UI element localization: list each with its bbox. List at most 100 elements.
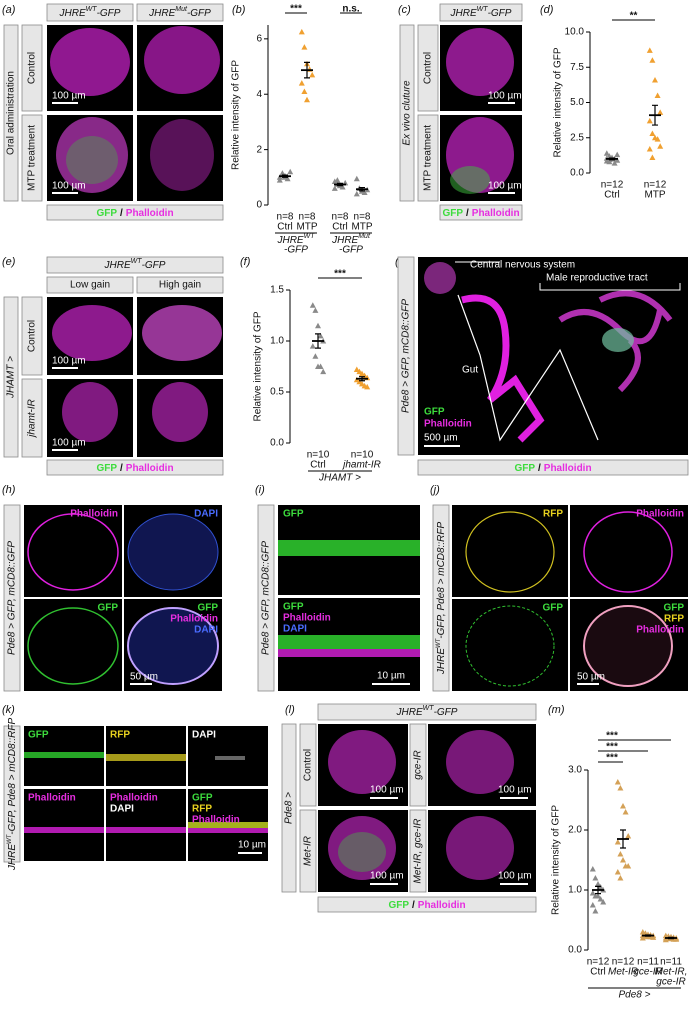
data-point <box>650 934 657 940</box>
significance-label: *** <box>334 269 346 280</box>
row-box <box>299 809 317 893</box>
data-point <box>317 363 324 369</box>
side-rest: -GFP, Pde8 > mCD8::RFP <box>7 718 18 835</box>
data-point <box>315 322 321 329</box>
micrograph <box>452 599 568 691</box>
header-sup: WT <box>477 6 489 13</box>
channel-label: Phalloidin <box>110 793 158 804</box>
category-label: MTP <box>644 190 665 201</box>
column-box <box>136 276 224 294</box>
n-label: n=11 <box>660 957 682 968</box>
data-point <box>589 902 596 908</box>
tissue <box>66 136 118 184</box>
tissue <box>144 26 220 94</box>
data-point <box>649 57 656 63</box>
footer-phalloidin: Phalloidin <box>472 208 520 219</box>
footer-phalloidin: Phalloidin <box>126 208 174 219</box>
data-point <box>649 130 656 137</box>
data-point <box>622 809 629 815</box>
side-label: JHREWT-GFP, Pde8 > mCD8::RFP <box>7 718 18 872</box>
side-label: Pde8 > <box>284 792 295 824</box>
row-label: jhamt-IR <box>27 399 38 439</box>
column-box <box>46 276 134 294</box>
data-point <box>353 190 360 197</box>
header-rest: -GFP <box>97 8 121 19</box>
tissue <box>450 166 490 194</box>
panel-letter: (b) <box>232 4 246 16</box>
legend-label: Phalloidin <box>424 419 472 430</box>
significance-label: *** <box>606 731 618 742</box>
header-rest: -GFP <box>488 8 512 19</box>
data-point <box>614 869 621 875</box>
n-label: n=8 <box>299 212 316 223</box>
y-tick-label: 0.0 <box>570 168 584 179</box>
data-point <box>298 28 305 35</box>
tissue <box>188 822 268 828</box>
data-point <box>673 936 680 942</box>
side-label: JHAMT > <box>6 356 17 399</box>
n-label: n=12 <box>601 180 624 191</box>
panel-letter: (k) <box>2 704 15 716</box>
tissue <box>278 540 420 556</box>
scale-label: 10 µm <box>238 840 266 851</box>
channel-label: GFP <box>283 602 304 613</box>
side-label: Pde8 > GFP, mCD8::GFP <box>401 299 412 413</box>
header-text: JHRE <box>450 8 477 19</box>
y-tick-label: 10.0 <box>565 27 585 38</box>
channel-label: GFP <box>28 730 49 741</box>
category-label: Met-IR, <box>655 967 688 978</box>
data-point <box>657 143 664 149</box>
channel-label: RFP <box>664 614 684 625</box>
data-point <box>620 803 626 809</box>
y-axis-label: Relative intensity of GFP <box>253 311 264 421</box>
tissue <box>127 513 219 591</box>
tissue <box>24 827 104 833</box>
panel-letter: (a) <box>2 4 16 16</box>
data-point <box>625 863 632 869</box>
channel-label: GFP <box>283 509 304 520</box>
header-sup: WT <box>423 705 435 712</box>
panel-letter: (l) <box>285 704 295 716</box>
tissue <box>50 28 130 96</box>
group-label: -GFP <box>339 245 363 256</box>
y-tick-label: 6 <box>256 33 262 44</box>
data-point <box>652 76 658 83</box>
footer-sep: / <box>120 208 123 219</box>
tissue <box>188 828 268 833</box>
scale-label: 500 µm <box>424 433 458 444</box>
tissue <box>52 305 132 361</box>
y-tick-label: 3.0 <box>568 765 582 776</box>
footer-sep: / <box>412 900 415 911</box>
y-tick-label: 2.5 <box>570 132 584 143</box>
footer-gfp: GFP <box>442 208 463 219</box>
header-box <box>136 3 224 22</box>
data-point <box>600 899 607 905</box>
channel-label: GFP <box>197 603 218 614</box>
tissue <box>446 816 514 880</box>
data-point <box>312 353 319 359</box>
category-label: Ctrl <box>590 967 606 978</box>
tissue <box>602 328 634 352</box>
tissue <box>278 635 420 649</box>
region-label: Male reproductive tract <box>546 273 648 284</box>
channel-label: RFP <box>543 509 563 520</box>
data-point <box>589 866 596 872</box>
y-axis-label: Relative intensity of GFP <box>553 47 564 157</box>
data-point <box>654 136 661 142</box>
column-label: High gain <box>159 280 201 291</box>
footer-gfp: GFP <box>388 900 409 911</box>
data-point <box>304 96 310 103</box>
y-tick-label: 0.0 <box>270 438 284 449</box>
category-label: jhamt-IR <box>341 460 381 471</box>
row-box <box>417 24 439 112</box>
scale-label: 100 µm <box>488 181 522 192</box>
side-label: Pde8 > GFP, mCD8::GFP <box>7 541 18 655</box>
tissue <box>62 382 118 442</box>
row-label: Control <box>27 52 38 84</box>
tissue <box>328 730 396 794</box>
category-label: Ctrl <box>277 222 293 233</box>
header: JHREWT-GFP <box>104 258 166 271</box>
data-point <box>331 178 338 184</box>
channel-label: DAPI <box>110 804 134 815</box>
significance-label: *** <box>606 753 618 764</box>
